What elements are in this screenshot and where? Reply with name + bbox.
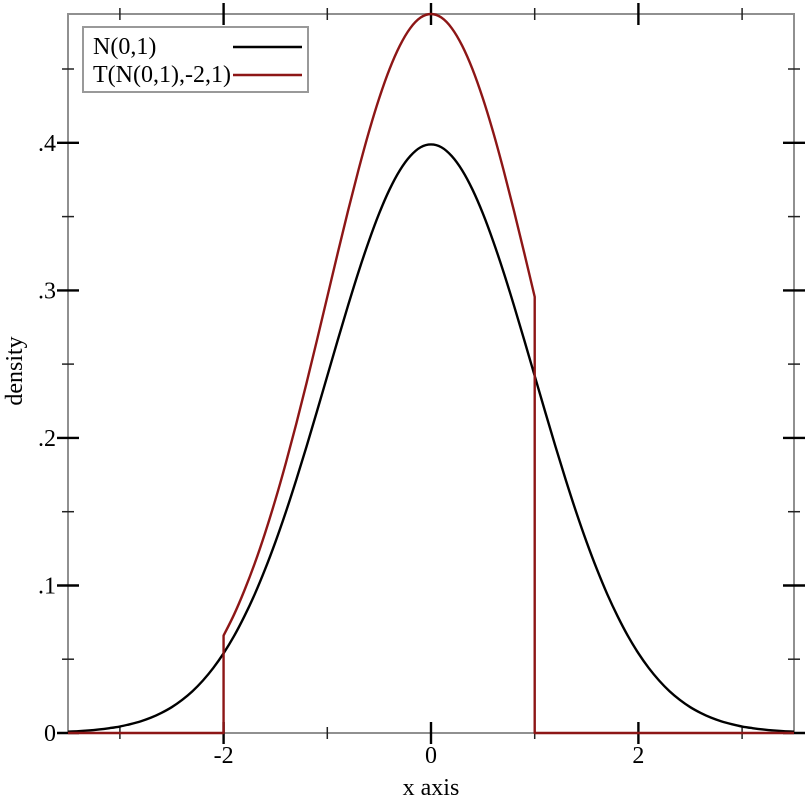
y-tick-label: .2 [38,426,56,452]
x-tick-label: 2 [632,743,644,769]
legend-frame [82,26,309,93]
tick-labels: -2 0 2 0 .1 .2 .3 .4 [38,131,644,769]
truncated-curve [68,12,794,735]
normal-curve [67,143,795,733]
y-tick-label: 0 [44,721,56,747]
y-axis-label: density [2,336,28,405]
legend-label: N(0,1) [93,34,156,60]
plot-frame [67,13,795,734]
y-tick-label: .1 [38,574,56,600]
x-axis-label: x axis [403,775,460,801]
curves [67,12,795,735]
legend-box: N(0,1)T(N(0,1),-2,1) [82,26,309,93]
tick-marks [57,3,805,744]
y-tick-label: .3 [38,278,56,304]
x-tick-label: 0 [425,743,437,769]
legend-label: T(N(0,1),-2,1) [93,62,231,88]
y-tick-label: .4 [38,131,56,157]
x-tick-label: -2 [214,743,234,769]
